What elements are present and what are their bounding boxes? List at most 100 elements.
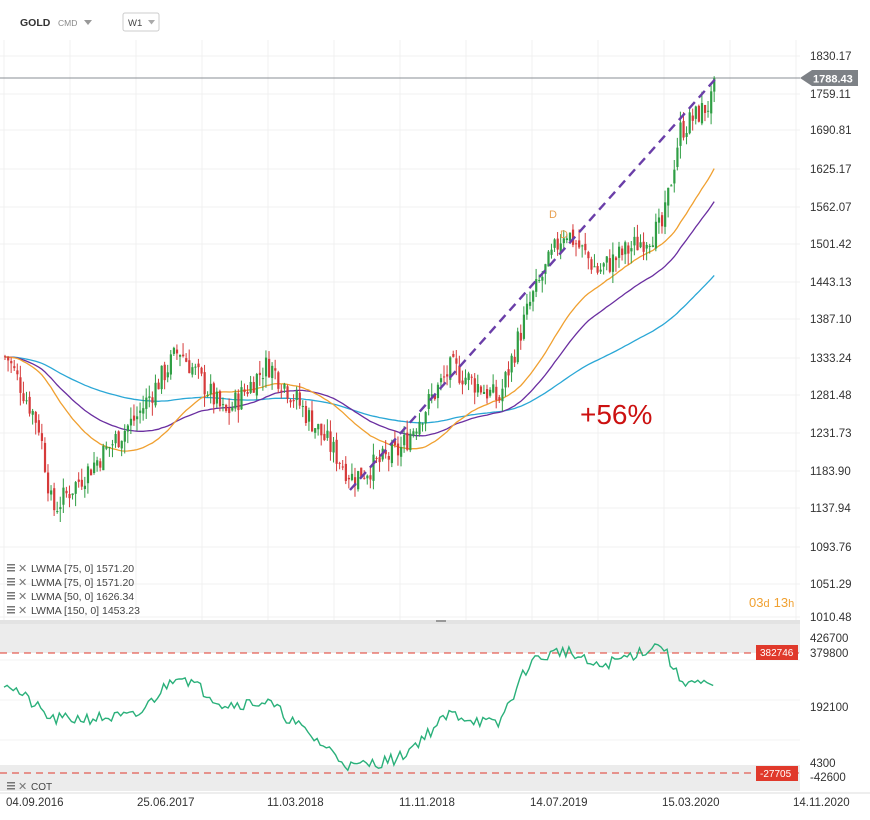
candle-body	[178, 355, 182, 357]
candle-body	[375, 457, 378, 459]
symbol-label[interactable]: GOLD	[20, 17, 51, 29]
remove-icon: ✕	[18, 577, 27, 589]
candle-body	[452, 354, 455, 357]
candle-body	[74, 482, 77, 494]
candle-body	[62, 487, 65, 505]
candle-body	[218, 391, 222, 407]
candle-body	[341, 466, 344, 468]
candle-body	[175, 349, 179, 354]
candle-body	[400, 446, 403, 457]
candle-body	[467, 373, 470, 381]
source-chevron-down-icon[interactable]	[84, 20, 92, 25]
candle-body	[682, 120, 685, 138]
candle-body	[522, 314, 526, 339]
panel-divider[interactable]	[0, 620, 800, 624]
candle-body	[697, 105, 701, 122]
candle-body	[378, 457, 381, 463]
candle-body	[593, 266, 596, 268]
candle-body	[182, 354, 185, 357]
candle-body	[501, 388, 504, 402]
divider-handle-icon[interactable]	[436, 620, 446, 622]
candle-body	[123, 430, 126, 442]
candle-body	[602, 263, 605, 267]
candle-body	[516, 331, 519, 363]
candle-body	[433, 394, 436, 400]
candle-body	[409, 433, 412, 451]
candle-body	[479, 386, 483, 393]
candle-body	[363, 477, 366, 479]
candle-body	[384, 450, 387, 455]
candle-body	[599, 269, 602, 272]
candle-body	[581, 245, 584, 247]
candle-body	[636, 236, 639, 251]
candle-body	[274, 368, 277, 371]
candle-body	[71, 493, 74, 496]
candle-body	[455, 358, 458, 364]
price-tick: 1137.94	[810, 503, 851, 515]
candle-body	[129, 418, 133, 426]
date-tick: 11.03.2018	[267, 797, 324, 809]
cot-axis-tick: 379800	[810, 648, 848, 660]
candle-body	[670, 185, 673, 187]
lwma-150-line	[5, 274, 715, 424]
candle-body	[387, 456, 390, 460]
candle-body	[510, 355, 513, 373]
price-tick: 1231.73	[810, 428, 852, 440]
candle-body	[212, 383, 215, 405]
candle-body	[289, 400, 292, 403]
legend-item[interactable]: ✕ LWMA [75, 0] 1571.20	[7, 577, 134, 589]
legend-item[interactable]: ✕ LWMA [150, 0] 1453.23	[7, 605, 140, 617]
gain-annotation[interactable]: +56%	[580, 399, 652, 430]
trendline[interactable]	[349, 75, 719, 491]
candle-body	[645, 244, 648, 249]
candle-body	[710, 91, 713, 114]
cot-legend-item[interactable]: ✕ COT	[7, 781, 52, 793]
candle-body	[541, 276, 544, 281]
candle-body	[504, 372, 507, 388]
legend-label: LWMA [50, 0] 1626.34	[31, 591, 134, 603]
candle-body	[556, 238, 559, 250]
countdown-days-unit: d	[763, 598, 769, 610]
candle-body	[206, 395, 209, 397]
candle-body	[221, 404, 225, 406]
candle-body	[618, 246, 621, 258]
candle-body	[50, 490, 53, 495]
legend-item[interactable]: ✕ LWMA [50, 0] 1626.34	[7, 591, 134, 603]
candle-body	[298, 392, 301, 406]
candle-body	[301, 405, 304, 407]
candle-body	[215, 391, 219, 404]
candle-body	[225, 404, 228, 411]
candle-body	[59, 507, 62, 510]
candle-body	[443, 376, 446, 378]
legend-item[interactable]: ✕ LWMA [75, 0] 1571.20	[7, 563, 134, 575]
candle-body	[117, 431, 120, 448]
candle-body	[596, 266, 599, 273]
candle-body	[13, 366, 16, 369]
candle-body	[357, 471, 360, 490]
candle-body	[473, 378, 476, 393]
candle-body	[191, 367, 194, 375]
candle-body	[648, 245, 651, 247]
cot-panel: 382746 -27705 426700 379800 192100 4300 …	[0, 624, 848, 793]
timeframe-label: W1	[128, 18, 142, 29]
candle-body	[197, 363, 200, 368]
candle-body	[550, 249, 553, 255]
candle-body	[228, 408, 231, 414]
timeframe-chevron-down-icon[interactable]	[148, 20, 155, 25]
candle-body	[102, 445, 105, 471]
candle-body	[243, 389, 246, 393]
candle-body	[578, 240, 581, 248]
candle-body	[268, 358, 271, 378]
timeframe-select[interactable]	[122, 12, 160, 32]
candle-body	[19, 377, 22, 393]
candle-body	[105, 446, 108, 449]
candle-body	[605, 256, 608, 263]
candle-body	[393, 440, 397, 445]
candle-body	[707, 110, 710, 112]
candle-body	[332, 441, 335, 453]
candle-body	[28, 396, 31, 414]
candle-body	[209, 383, 212, 395]
candle-body	[568, 232, 572, 241]
price-tick: 1051.29	[810, 579, 852, 591]
